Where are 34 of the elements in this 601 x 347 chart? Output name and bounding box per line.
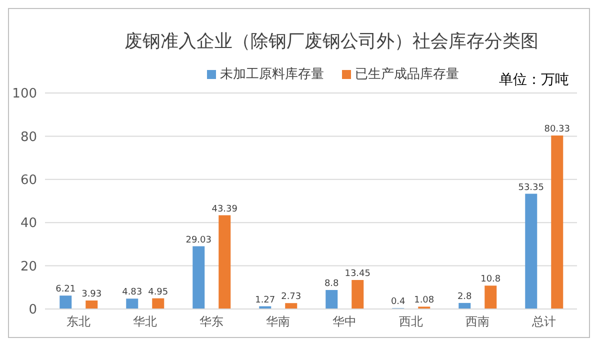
y-tick-label: 80 (20, 130, 37, 145)
x-tick-label: 西北 (398, 314, 423, 329)
x-tick-label: 华南 (266, 314, 290, 329)
data-label: 0.4 (390, 297, 406, 308)
data-label: 4.83 (122, 288, 142, 298)
y-tick-label: 60 (20, 173, 37, 188)
data-label: 1.27 (255, 295, 276, 306)
data-label: 13.45 (344, 268, 371, 279)
y-tick-label: 20 (20, 259, 37, 274)
legend-label: 未加工原料库存量 (219, 66, 324, 83)
x-tick-label: 华北 (132, 314, 157, 329)
y-tick-label: 0 (28, 302, 37, 318)
x-tick-label: 东北 (66, 314, 90, 329)
data-label: 2.73 (281, 292, 302, 302)
data-label: 80.33 (544, 124, 570, 134)
y-tick-label: 100 (12, 86, 37, 102)
data-label: 29.03 (186, 235, 212, 246)
data-label: 6.21 (56, 284, 76, 295)
data-label: 43.39 (212, 204, 238, 214)
data-label: 10.8 (480, 274, 501, 285)
data-label: 8.8 (324, 278, 340, 289)
legend-label: 已生产成品库存量 (354, 66, 459, 83)
data-label: 1.08 (414, 296, 434, 306)
x-tick-label: 华东 (199, 314, 224, 329)
data-label: 53.35 (518, 182, 544, 193)
x-tick-label: 总计 (530, 314, 556, 329)
data-label: 3.93 (82, 290, 102, 300)
data-label: 2.8 (457, 292, 472, 302)
y-tick-label: 40 (20, 216, 37, 232)
x-tick-label: 华中 (332, 314, 356, 329)
x-tick-label: 西南 (465, 314, 490, 329)
data-label: 4.95 (148, 287, 168, 298)
chart-title: 废钢准入企业（除钢厂废钢公司外）社会库存分类图 (124, 30, 540, 53)
text: 单位：万吨 (499, 71, 569, 89)
